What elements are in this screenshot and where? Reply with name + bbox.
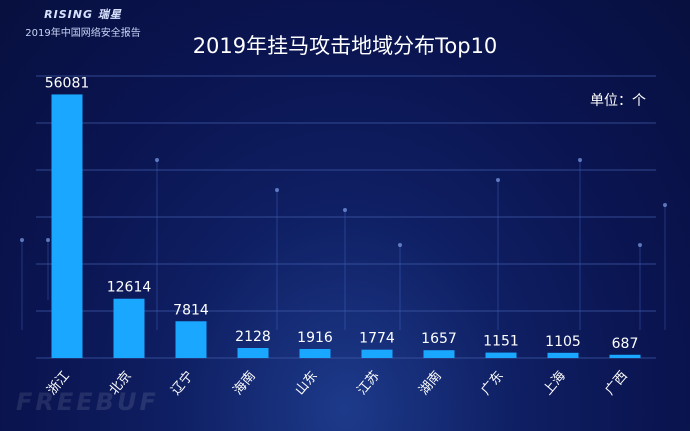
light-dot <box>496 178 500 182</box>
light-dot <box>398 243 402 247</box>
category-label: 广西 <box>603 369 631 399</box>
value-label: 7814 <box>173 302 209 318</box>
bar <box>423 350 455 358</box>
category-label: 上海 <box>541 369 569 399</box>
light-dot <box>578 158 582 162</box>
light-dot <box>343 208 347 212</box>
light-dot <box>155 158 159 162</box>
value-label: 2128 <box>235 329 271 345</box>
report-subtitle: 2019年中国网络安全报告 <box>25 28 141 39</box>
value-label: 12614 <box>107 280 152 296</box>
value-label: 1774 <box>359 331 395 347</box>
category-label: 海南 <box>230 368 259 398</box>
watermark: FREEBUF <box>16 388 159 416</box>
unit-label: 单位：个 <box>590 93 646 109</box>
category-label: 北京 <box>107 369 135 399</box>
value-label: 56081 <box>45 75 90 91</box>
brand-header: RISING 瑞星 2019年中国网络安全报告 <box>8 6 158 39</box>
value-label: 1916 <box>297 330 333 346</box>
category-label: 湖南 <box>416 368 445 398</box>
light-dot <box>275 188 279 192</box>
category-label: 辽宁 <box>168 368 197 398</box>
light-dot <box>46 238 50 242</box>
bar <box>299 348 331 358</box>
light-dot <box>638 243 642 247</box>
background-decoration <box>20 158 667 330</box>
value-label: 1151 <box>483 334 519 350</box>
bar <box>237 347 269 358</box>
category-label: 浙江 <box>45 369 73 399</box>
bar <box>485 352 517 358</box>
value-label: 687 <box>612 336 639 352</box>
light-dot <box>663 203 667 207</box>
bar <box>113 298 145 358</box>
value-label: 1105 <box>545 334 581 350</box>
bar <box>547 352 579 358</box>
light-dot <box>20 238 24 242</box>
chart-title: 2019年挂马攻击地域分布Top10 <box>192 34 498 58</box>
bar <box>175 321 207 358</box>
category-labels: 浙江 北京 辽宁 海南 山东 江苏 湖南 广东 上海 广西 <box>45 368 631 398</box>
bar <box>609 354 641 358</box>
category-label: 山东 <box>293 369 321 399</box>
category-label: 江苏 <box>354 368 383 398</box>
bar <box>361 349 393 358</box>
value-labels: 56081 12614 7814 2128 1916 1774 1657 1151 1105 68… <box>45 75 639 351</box>
bar <box>51 94 83 358</box>
bars <box>51 94 641 358</box>
value-label: 1657 <box>421 331 457 347</box>
category-label: 广东 <box>479 369 507 399</box>
brand-logo: RISING 瑞星 <box>44 8 122 21</box>
